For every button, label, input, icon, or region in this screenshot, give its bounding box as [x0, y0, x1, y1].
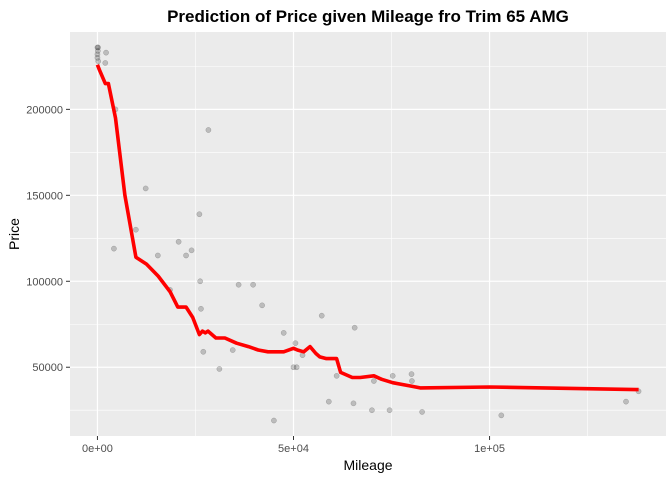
data-point	[94, 48, 101, 54]
y-axis-label: Price	[6, 218, 22, 250]
x-tick-label: 5e+04	[278, 443, 309, 455]
y-tick-label: 200000	[26, 104, 63, 116]
grid-lines	[70, 32, 666, 436]
x-axis-label: Mileage	[343, 457, 392, 473]
x-tick-label: 0e+00	[82, 443, 113, 455]
axis-ticks: 0e+00 5e+04 1e+05 50000 100000 150000 200000	[26, 104, 505, 455]
panel-background	[70, 32, 666, 436]
x-tick-label: 1e+05	[474, 443, 505, 455]
data-point	[229, 347, 236, 353]
data-point	[369, 407, 375, 414]
data-point	[623, 398, 629, 405]
data-point	[196, 211, 203, 218]
data-point	[386, 407, 393, 414]
data-point	[350, 400, 357, 407]
data-point	[408, 371, 415, 377]
data-point	[94, 51, 101, 58]
data-point	[205, 127, 212, 133]
data-point	[198, 305, 204, 312]
data-point	[389, 372, 396, 379]
data-point	[175, 238, 182, 245]
data-point	[498, 412, 505, 419]
data-point	[197, 278, 204, 285]
data-point	[95, 44, 101, 51]
data-point	[271, 417, 277, 424]
data-point	[111, 245, 117, 252]
data-point	[154, 252, 161, 259]
prediction-line-path	[95, 64, 639, 392]
data-point	[94, 44, 101, 51]
y-tick-label: 100000	[26, 276, 63, 288]
prediction-line	[95, 64, 639, 392]
data-point	[142, 185, 149, 192]
data-point	[235, 281, 242, 288]
data-point	[419, 409, 425, 415]
data-point	[293, 364, 300, 371]
data-point	[409, 378, 415, 384]
data-point	[200, 348, 207, 355]
data-point	[250, 281, 256, 288]
data-point	[216, 366, 223, 372]
data-point	[102, 60, 109, 66]
chart-title: Prediction of Price given Mileage fro Tr…	[167, 7, 569, 26]
scatter-points	[94, 44, 642, 424]
data-point	[95, 58, 102, 65]
data-point	[371, 378, 377, 384]
data-point	[188, 247, 195, 254]
data-point	[133, 226, 139, 233]
data-point	[259, 302, 265, 309]
data-point	[292, 340, 299, 347]
data-point	[318, 312, 325, 319]
y-tick-label: 50000	[32, 362, 63, 374]
data-point	[290, 364, 297, 371]
data-point	[351, 324, 358, 331]
data-point	[333, 372, 340, 379]
data-point	[325, 398, 332, 405]
data-point	[94, 54, 101, 61]
data-point	[280, 330, 287, 336]
data-point	[103, 49, 109, 56]
data-point	[183, 252, 189, 259]
y-tick-label: 150000	[26, 190, 63, 202]
